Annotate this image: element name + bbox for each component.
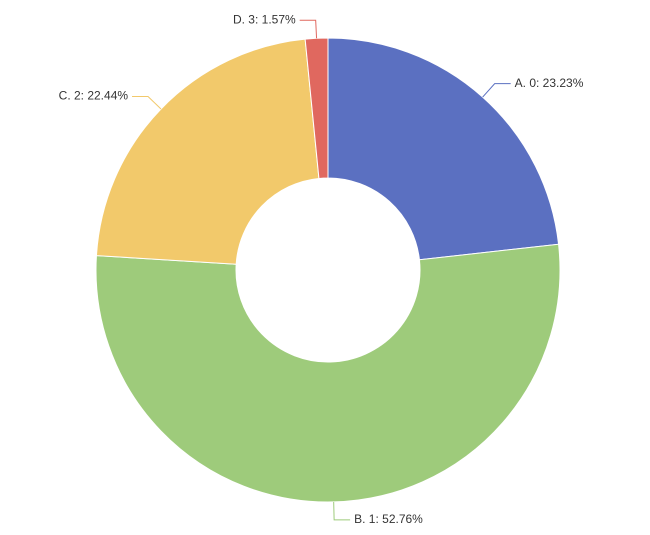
slice-label: C. 2: 22.44% [59, 89, 129, 103]
slice-label: D. 3: 1.57% [233, 12, 296, 26]
label-line [299, 19, 318, 39]
slice-label: A. 0: 23.23% [515, 76, 584, 90]
pie-slice [304, 37, 329, 179]
pie-slice [327, 37, 560, 261]
label-line [132, 95, 162, 110]
label-line [482, 83, 511, 98]
label-line [333, 501, 351, 521]
pie-slice [95, 38, 320, 265]
pie-slice [95, 243, 561, 503]
slice-label: B. 1: 52.76% [354, 512, 423, 526]
